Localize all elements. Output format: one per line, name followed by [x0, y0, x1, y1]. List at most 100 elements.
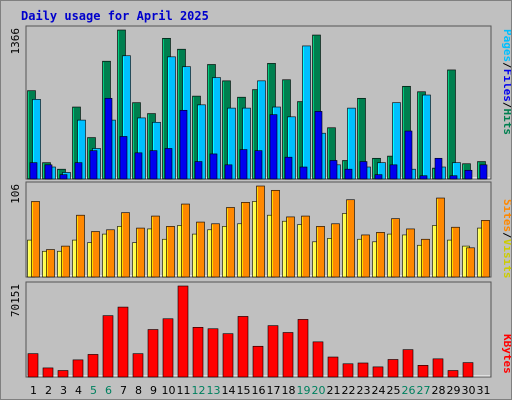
pages-bar — [59, 174, 68, 180]
x-day-label: 15 — [237, 384, 251, 397]
pages-bar — [164, 148, 173, 180]
pages-bar — [479, 164, 488, 180]
x-day-label: 30 — [462, 384, 476, 397]
visits-bar — [241, 202, 250, 278]
x-day-label: 18 — [282, 384, 296, 397]
kbytes-bar — [417, 365, 429, 378]
visits-bar — [46, 249, 55, 278]
kbytes-bar — [192, 327, 204, 378]
x-day-label: 13 — [207, 384, 221, 397]
visits-bar — [451, 226, 460, 278]
pages-bar — [299, 166, 308, 180]
kbytes-bar — [132, 353, 144, 378]
x-day-label: 2 — [45, 384, 52, 397]
visits-bar — [31, 201, 40, 278]
x-day-label: 28 — [432, 384, 446, 397]
x-day-label: 26 — [402, 384, 416, 397]
pages-bar — [404, 130, 413, 180]
visits-bar — [331, 223, 340, 278]
pages-bar — [449, 175, 458, 180]
legend-hits-files-pages: Pages/Files/Hits — [501, 29, 511, 135]
x-day-label: 23 — [357, 384, 371, 397]
x-day-label: 4 — [75, 384, 82, 397]
kbytes-bar — [432, 358, 444, 378]
visits-bar — [391, 218, 400, 278]
pages-bar — [329, 160, 338, 180]
x-day-label: 9 — [150, 384, 157, 397]
x-day-label: 8 — [135, 384, 142, 397]
pages-bar — [434, 157, 443, 180]
pages-bar — [209, 153, 218, 180]
visits-bar — [466, 247, 475, 278]
chart-title: Daily usage for April 2025 — [21, 9, 209, 23]
visits-bar — [436, 197, 445, 278]
x-day-label: 29 — [447, 384, 461, 397]
pages-bar — [359, 161, 368, 180]
x-day-label: 16 — [252, 384, 266, 397]
pages-bar — [194, 161, 203, 180]
visits-bar — [271, 189, 280, 278]
pages-bar — [224, 164, 233, 180]
kbytes-bar — [27, 353, 39, 378]
kbytes-bar — [342, 363, 354, 378]
visits-bar — [211, 223, 220, 278]
kbytes-bar — [117, 306, 129, 378]
pages-bar — [419, 175, 428, 180]
pages-bar — [119, 136, 128, 180]
x-day-label: 24 — [372, 384, 386, 397]
legend-entry: Sites — [501, 199, 511, 232]
pages-bar — [239, 149, 248, 180]
visits-bar — [301, 215, 310, 278]
kbytes-bar — [222, 333, 234, 378]
x-day-label: 14 — [222, 384, 236, 397]
visits-bar — [61, 245, 70, 278]
kbytes-bar — [102, 315, 114, 378]
x-day-label: 17 — [267, 384, 281, 397]
pages-bar — [74, 162, 83, 180]
x-day-label: 7 — [120, 384, 127, 397]
visits-bar — [226, 207, 235, 278]
visits-bar — [151, 215, 160, 278]
legend-entry: Hits — [501, 109, 511, 136]
kbytes-bar — [447, 370, 459, 378]
x-day-label: 1 — [30, 384, 37, 397]
kbytes-bar — [147, 329, 159, 378]
y-tick-label-2: 106 — [9, 184, 22, 204]
kbytes-bar — [402, 349, 414, 378]
visits-bar — [361, 234, 370, 278]
visits-bar — [106, 229, 115, 278]
visits-bar — [406, 228, 415, 278]
visits-bar — [346, 199, 355, 278]
x-day-label: 10 — [162, 384, 176, 397]
pages-bar — [149, 150, 158, 180]
pages-bar — [389, 164, 398, 180]
legend-entry: KBytes — [501, 334, 511, 374]
kbytes-bar — [237, 316, 249, 378]
visits-bar — [76, 214, 85, 278]
visits-bar — [481, 220, 490, 278]
legend-entry: Visits — [501, 239, 511, 279]
legend-separator: / — [501, 62, 511, 69]
pages-bar — [104, 97, 113, 180]
kbytes-bar — [357, 362, 369, 378]
kbytes-bar — [162, 318, 174, 378]
kbytes-bar — [312, 341, 324, 378]
kbytes-bar — [57, 370, 69, 378]
x-day-label: 19 — [297, 384, 311, 397]
visits-bar — [91, 231, 100, 278]
kbytes-bar — [42, 367, 54, 378]
kbytes-bar — [297, 319, 309, 378]
x-day-label: 3 — [60, 384, 67, 397]
legend-separator: / — [501, 102, 511, 109]
pages-bar — [344, 168, 353, 180]
pages-bar — [314, 111, 323, 180]
kbytes-bar — [387, 359, 399, 378]
x-day-label: 11 — [177, 384, 191, 397]
visits-bar — [376, 232, 385, 278]
x-day-label: 21 — [327, 384, 341, 397]
kbytes-bar — [267, 325, 279, 378]
kbytes-bar — [327, 356, 339, 378]
pages-bar — [89, 150, 98, 180]
kbytes-bar — [87, 354, 99, 378]
